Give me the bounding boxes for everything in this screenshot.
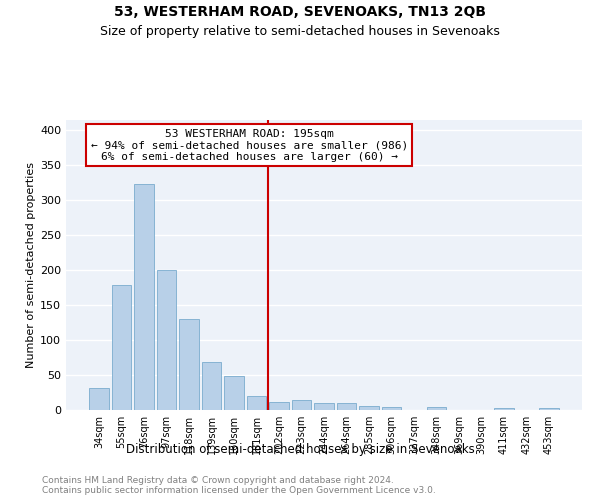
Bar xyxy=(247,396,266,410)
Bar xyxy=(224,376,244,410)
Text: 53 WESTERHAM ROAD: 195sqm
← 94% of semi-detached houses are smaller (986)
6% of : 53 WESTERHAM ROAD: 195sqm ← 94% of semi-… xyxy=(91,128,408,162)
Text: Size of property relative to semi-detached houses in Sevenoaks: Size of property relative to semi-detach… xyxy=(100,25,500,38)
Text: 53, WESTERHAM ROAD, SEVENOAKS, TN13 2QB: 53, WESTERHAM ROAD, SEVENOAKS, TN13 2QB xyxy=(114,5,486,19)
Bar xyxy=(179,319,199,410)
Text: Contains HM Land Registry data © Crown copyright and database right 2024.
Contai: Contains HM Land Registry data © Crown c… xyxy=(42,476,436,495)
Bar xyxy=(202,362,221,410)
Bar xyxy=(112,285,131,410)
Bar xyxy=(134,184,154,410)
Bar xyxy=(382,407,401,410)
Y-axis label: Number of semi-detached properties: Number of semi-detached properties xyxy=(26,162,36,368)
Bar xyxy=(292,400,311,410)
Bar xyxy=(494,408,514,410)
Bar xyxy=(269,402,289,410)
Bar xyxy=(314,403,334,410)
Bar xyxy=(157,270,176,410)
Bar xyxy=(89,388,109,410)
Bar xyxy=(359,406,379,410)
Bar xyxy=(539,408,559,410)
Text: Distribution of semi-detached houses by size in Sevenoaks: Distribution of semi-detached houses by … xyxy=(125,442,475,456)
Bar xyxy=(337,403,356,410)
Bar xyxy=(427,407,446,410)
